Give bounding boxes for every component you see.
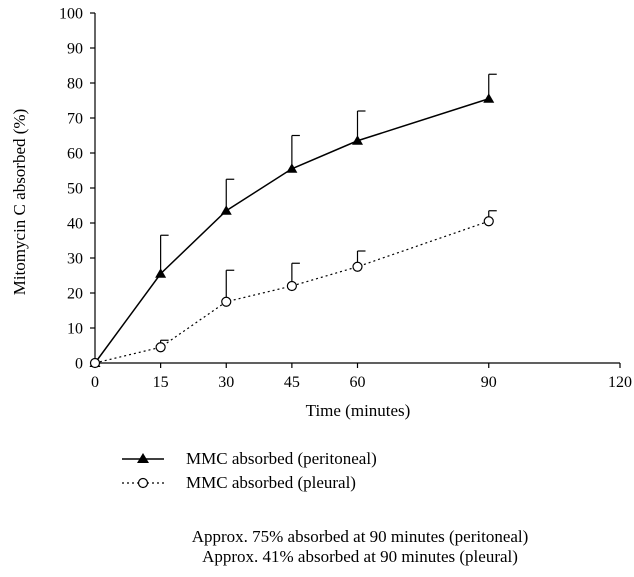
data-point (155, 342, 166, 353)
x-tick-label: 120 (608, 374, 632, 391)
data-point (286, 163, 298, 173)
note-peritoneal: Approx. 75% absorbed at 90 minutes (peri… (191, 527, 529, 546)
y-tick-label: 70 (67, 111, 83, 128)
legend-swatch-pleural (122, 477, 164, 489)
y-tick-label: 60 (67, 146, 83, 163)
y-tick-label: 10 (67, 321, 83, 338)
x-tick-label: 45 (284, 374, 300, 391)
data-point (483, 216, 494, 227)
data-point (221, 296, 232, 307)
series-pleural (89, 210, 497, 369)
axes: 0 15 30 45 60 90 120 0 10 20 30 40 50 60 70 80 90 100 (59, 6, 632, 392)
data-point (483, 93, 495, 103)
data-point (286, 280, 297, 292)
x-tick-label: 0 (91, 374, 99, 391)
data-point (220, 205, 232, 215)
y-tick-label: 20 (67, 286, 83, 303)
y-tick-label: 30 (67, 251, 83, 268)
legend-item-peritoneal: MMC absorbed (peritoneal) (118, 447, 377, 471)
legend-label-pleural: MMC absorbed (pleural) (186, 473, 356, 492)
y-tick-label: 100 (59, 6, 83, 23)
x-tick-label: 30 (218, 374, 234, 391)
series-line (94, 220, 489, 364)
triangle-marker-icon (137, 453, 149, 463)
legend-item-pleural: MMC absorbed (pleural) (118, 471, 377, 495)
data-point (352, 261, 363, 272)
x-tick-label: 60 (350, 374, 366, 391)
x-tick-label: 15 (153, 374, 169, 391)
chart: 0 15 30 45 60 90 120 0 10 20 30 40 50 60 70 80 90 100 Tim… (10, 6, 632, 421)
data-point (155, 268, 167, 278)
y-tick-label: 50 (67, 181, 83, 198)
series-peritoneal (89, 73, 497, 367)
series-layer (89, 73, 497, 369)
y-tick-label: 40 (67, 216, 83, 233)
y-tick-label: 90 (67, 41, 83, 58)
circle-marker-icon (137, 477, 149, 489)
y-tick-label: 80 (67, 76, 83, 93)
note-pleural: Approx. 41% absorbed at 90 minutes (pleu… (202, 547, 518, 566)
legend: MMC absorbed (peritoneal) MMC absorbed (… (118, 447, 377, 495)
x-axis-title: Time (minutes) (306, 401, 411, 420)
legend-label-peritoneal: MMC absorbed (peritoneal) (186, 449, 377, 468)
y-tick-label: 0 (75, 356, 83, 373)
series-line (94, 98, 489, 364)
notes: Approx. 75% absorbed at 90 minutes (peri… (0, 527, 634, 567)
data-point (352, 135, 363, 145)
data-point (89, 357, 101, 369)
x-tick-label: 90 (481, 374, 497, 391)
legend-swatch-peritoneal (122, 453, 164, 463)
y-axis-title: Mitomycin C absorbed (%) (10, 109, 29, 296)
